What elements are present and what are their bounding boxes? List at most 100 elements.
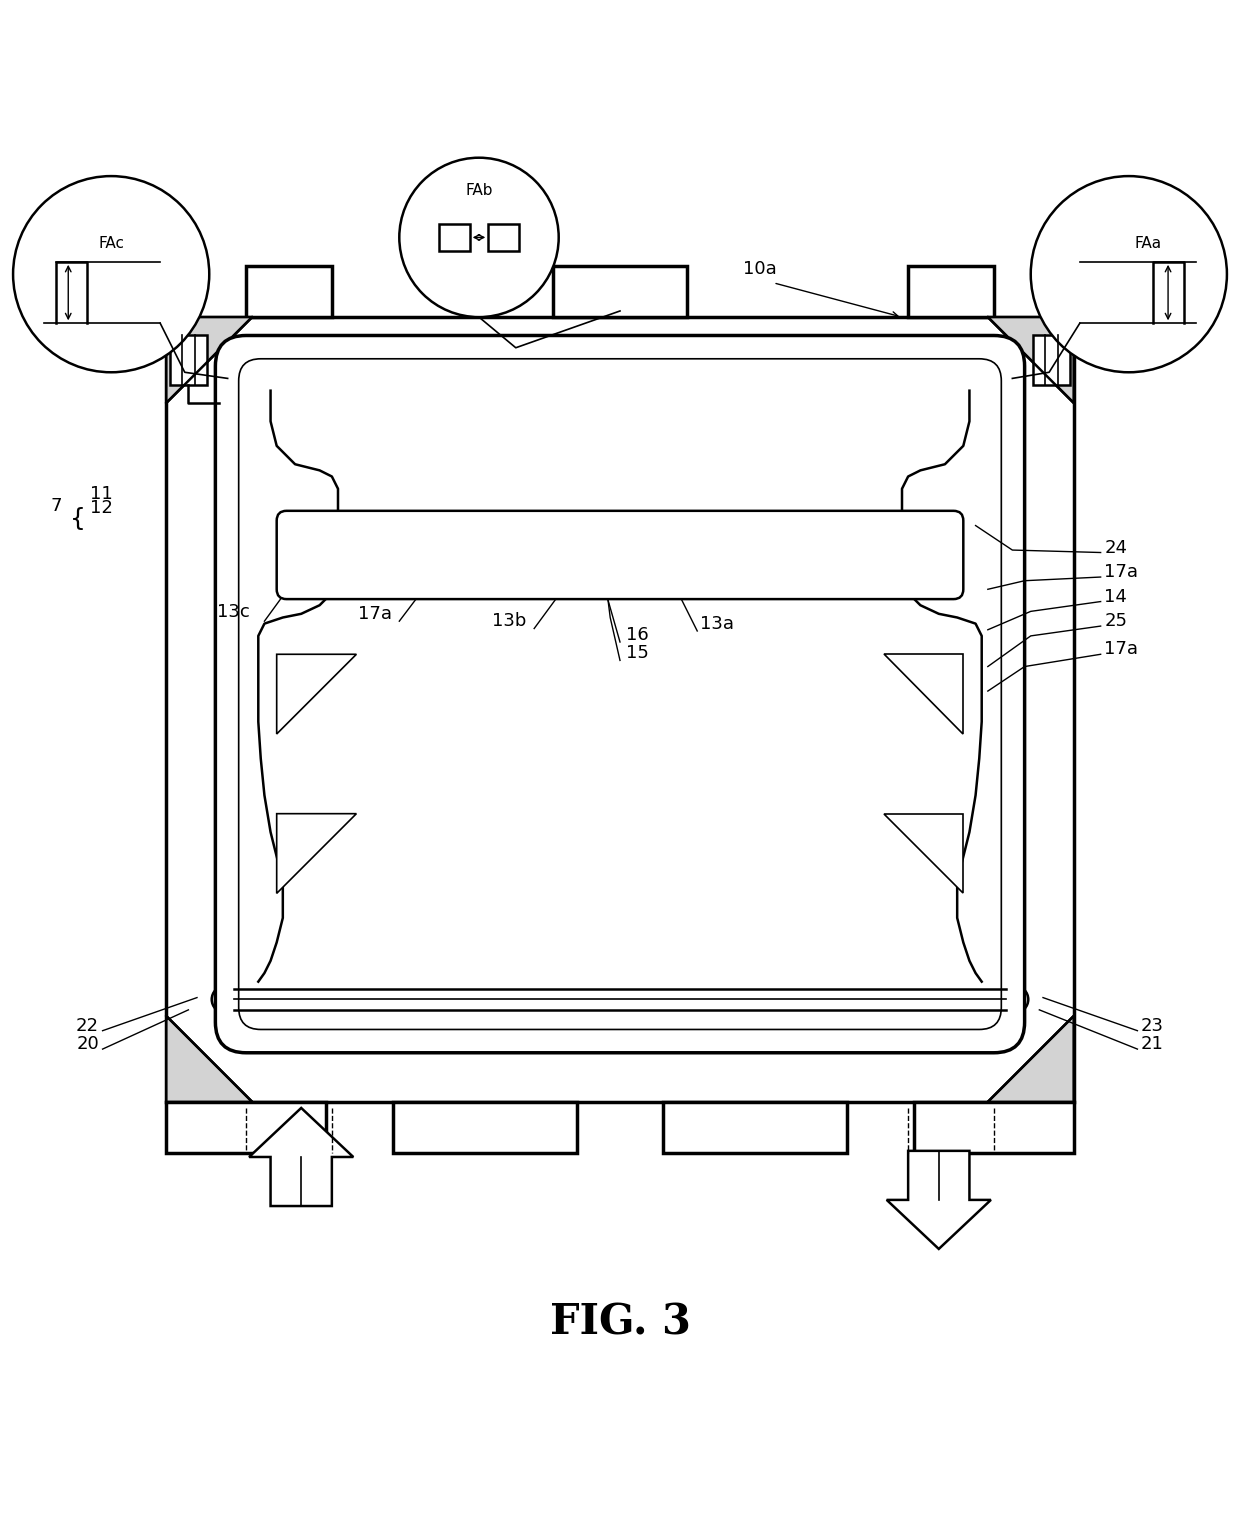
Bar [624, 748, 651, 775]
Circle shape [897, 448, 944, 493]
Bar [681, 777, 708, 804]
Text: 25: 25 [1105, 611, 1127, 630]
Bar [532, 748, 559, 775]
Text: 17a: 17a [358, 605, 392, 622]
Bar [379, 519, 405, 545]
Bar [859, 552, 885, 578]
Bar [746, 519, 773, 545]
Polygon shape [553, 265, 687, 317]
Bar [351, 519, 377, 545]
Ellipse shape [517, 895, 564, 928]
Text: {: { [71, 507, 86, 531]
Circle shape [565, 448, 613, 493]
Bar [497, 812, 523, 839]
Bar [399, 683, 425, 710]
Bar [746, 552, 773, 578]
Bar [815, 683, 841, 710]
Bar [434, 777, 461, 804]
Ellipse shape [903, 586, 962, 625]
Bar [434, 812, 461, 839]
Ellipse shape [596, 895, 644, 928]
Bar [624, 713, 651, 739]
Bar [717, 683, 743, 710]
Bar [532, 777, 559, 804]
Polygon shape [246, 265, 332, 317]
Circle shape [605, 551, 635, 579]
Text: 22: 22 [76, 1016, 99, 1035]
Bar [464, 519, 490, 545]
Bar [681, 648, 708, 675]
Bar [831, 519, 857, 545]
Bar [915, 552, 941, 578]
Text: 17a: 17a [1105, 640, 1138, 658]
Bar [689, 519, 715, 545]
Bar [589, 812, 616, 839]
Circle shape [357, 448, 404, 493]
Circle shape [279, 693, 324, 737]
Bar [549, 519, 574, 545]
Bar [815, 812, 841, 839]
Bar [434, 713, 461, 739]
Ellipse shape [357, 895, 404, 928]
Bar [399, 748, 425, 775]
Bar [624, 812, 651, 839]
Bar [681, 812, 708, 839]
Bar [662, 552, 687, 578]
Bar [436, 552, 461, 578]
Bar [624, 648, 651, 675]
Bar [815, 777, 841, 804]
Bar [681, 683, 708, 710]
Bar [497, 748, 523, 775]
Bar [492, 519, 518, 545]
Circle shape [14, 176, 210, 372]
Ellipse shape [1002, 986, 1028, 1013]
Polygon shape [887, 1151, 991, 1248]
Bar [779, 683, 806, 710]
Text: 10a: 10a [743, 261, 776, 278]
Polygon shape [166, 317, 1074, 1101]
Bar [624, 777, 651, 804]
Polygon shape [277, 813, 356, 894]
Text: 7: 7 [51, 498, 62, 514]
Bar [779, 777, 806, 804]
Text: 21: 21 [1141, 1035, 1164, 1053]
Bar [718, 552, 744, 578]
Bar [775, 519, 800, 545]
FancyBboxPatch shape [238, 360, 1002, 1030]
Bar [324, 552, 348, 578]
Bar [589, 683, 616, 710]
Text: 13c: 13c [217, 604, 250, 622]
Bar [717, 777, 743, 804]
FancyBboxPatch shape [216, 335, 1024, 1053]
Circle shape [675, 887, 724, 936]
Polygon shape [908, 265, 994, 317]
Polygon shape [249, 1107, 353, 1206]
Bar [624, 683, 651, 710]
Bar [379, 552, 405, 578]
Bar [497, 713, 523, 739]
Bar [532, 713, 559, 739]
Bar [532, 812, 559, 839]
Bar [489, 225, 518, 250]
Polygon shape [663, 1101, 847, 1153]
Bar [859, 519, 885, 545]
Bar [577, 552, 603, 578]
Bar [589, 777, 616, 804]
Polygon shape [393, 1101, 577, 1153]
Circle shape [1030, 176, 1226, 372]
FancyBboxPatch shape [277, 511, 963, 599]
Bar [717, 812, 743, 839]
Bar [497, 648, 523, 675]
Bar [408, 552, 434, 578]
Bar [434, 683, 461, 710]
Bar [532, 683, 559, 710]
Bar [324, 519, 348, 545]
Text: 12: 12 [91, 499, 113, 517]
Bar [399, 812, 425, 839]
Bar [779, 713, 806, 739]
Bar [497, 683, 523, 710]
Circle shape [492, 448, 539, 493]
Bar [779, 812, 806, 839]
Bar [497, 777, 523, 804]
Bar [589, 713, 616, 739]
